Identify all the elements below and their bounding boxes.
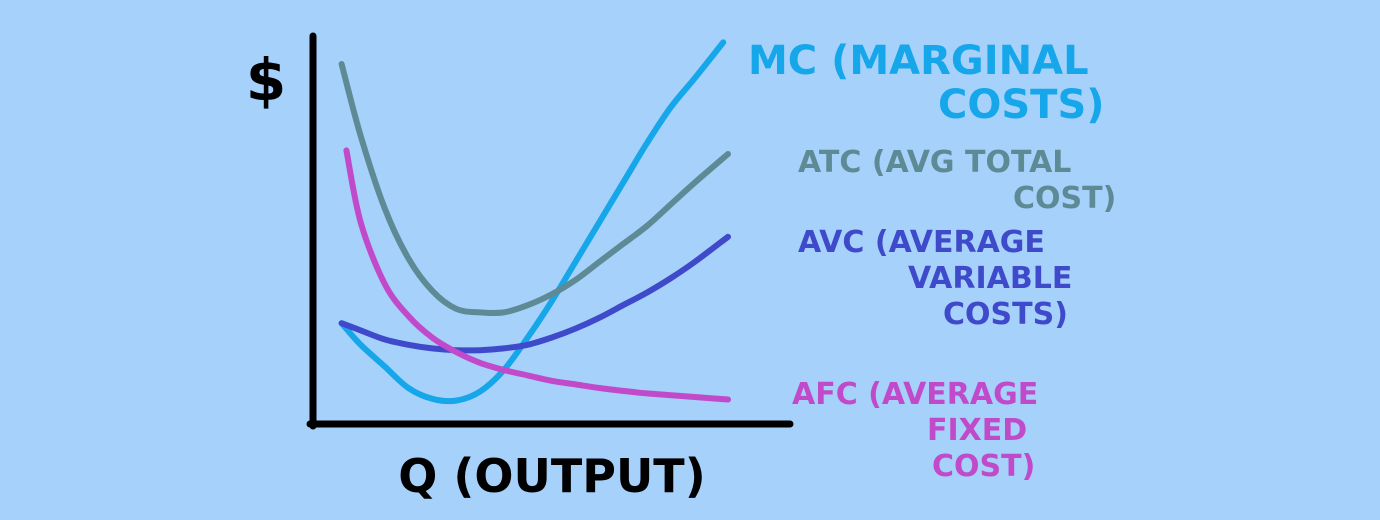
x-axis-label: Q (OUTPUT) <box>398 449 705 503</box>
y-axis-label: $ <box>246 46 286 114</box>
afc-legend-label-line-1: AFC (AVERAGE <box>792 377 1038 412</box>
avc-legend-label-line-1: AVC (AVERAGE <box>798 225 1045 260</box>
mc-legend-label-line-1: MC (MARGINAL <box>748 38 1089 84</box>
mc-curve <box>338 39 727 405</box>
avc-curve <box>338 233 731 354</box>
afc-legend-label-line-3: COST) <box>932 449 1035 484</box>
avc-legend-label-line-3: COSTS) <box>943 297 1068 332</box>
atc-legend-label-line-2: COST) <box>1013 181 1116 216</box>
avc-legend-label-line-2: VARIABLE <box>908 261 1072 296</box>
atc-legend-label-line-1: ATC (AVG TOTAL <box>798 145 1071 180</box>
atc-curve <box>338 61 731 317</box>
afc-curve <box>343 147 731 403</box>
afc-legend-label-line-2: FIXED <box>927 413 1027 448</box>
mc-legend-label-line-2: COSTS) <box>938 82 1105 128</box>
